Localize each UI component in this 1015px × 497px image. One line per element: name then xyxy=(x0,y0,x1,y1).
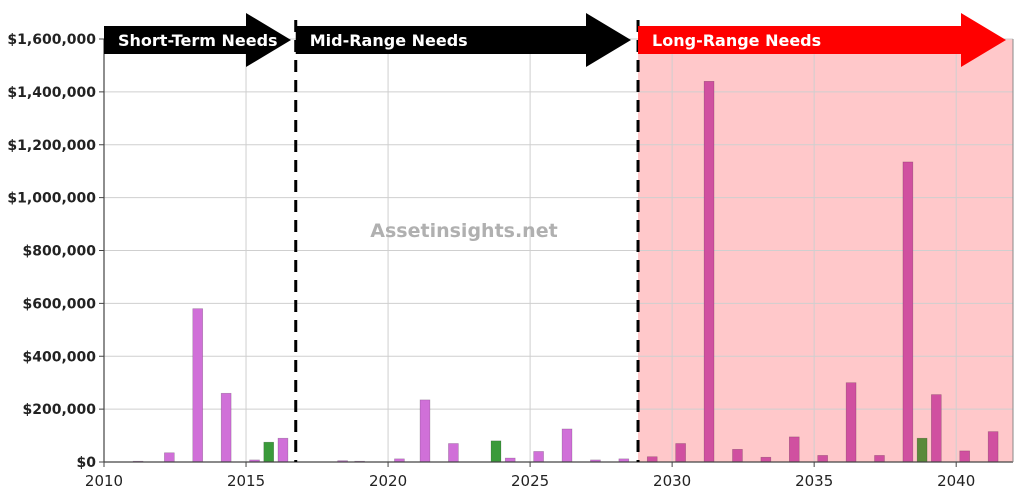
y-tick-label: $1,600,000 xyxy=(7,32,96,48)
x-tick-label: 2025 xyxy=(511,472,549,490)
bar xyxy=(490,440,502,463)
bar xyxy=(817,455,828,463)
bar xyxy=(931,394,942,463)
bar xyxy=(533,451,544,463)
bar xyxy=(845,382,857,463)
bar xyxy=(916,437,928,463)
period-arrow xyxy=(638,13,1006,67)
x-tick-label: 2010 xyxy=(85,472,123,490)
y-tick-label: $1,200,000 xyxy=(7,138,96,154)
bar xyxy=(263,441,275,463)
y-tick-label: $1,000,000 xyxy=(7,191,96,207)
bar xyxy=(789,436,800,463)
y-tick-label: $0 xyxy=(77,455,97,471)
bars-layer xyxy=(132,81,999,463)
period-arrow xyxy=(104,13,291,67)
bar xyxy=(675,443,686,463)
bar xyxy=(959,450,970,463)
bar xyxy=(448,443,459,463)
bar xyxy=(561,428,573,463)
y-tick-label: $1,400,000 xyxy=(7,85,96,101)
bar xyxy=(987,431,999,463)
bar xyxy=(277,437,289,463)
y-tick-label: $400,000 xyxy=(22,349,96,365)
axes-layer: $0 $200,000 $400,000 $600,000 $800,000 $1,000… xyxy=(7,32,1014,490)
bar xyxy=(902,161,914,463)
bar xyxy=(164,452,175,463)
bar xyxy=(874,455,885,463)
dividers-layer xyxy=(294,20,640,462)
period-arrow-label: Mid-Range Needs xyxy=(310,31,468,50)
period-arrows-layer: Short-Term Needs Mid-Range Needs Long-Rang… xyxy=(104,13,1006,67)
bar xyxy=(732,449,743,463)
x-tick-label: 2015 xyxy=(227,472,265,490)
period-arrow xyxy=(295,13,631,67)
y-tick-label: $600,000 xyxy=(22,296,96,312)
bar xyxy=(192,308,204,463)
watermark-layer: Assetinsights.net xyxy=(370,220,557,242)
grid-layer xyxy=(103,38,1013,463)
x-tick-label: 2020 xyxy=(369,472,407,490)
bar xyxy=(646,456,658,463)
y-tick-label: $200,000 xyxy=(22,402,96,418)
period-arrow-label: Short-Term Needs xyxy=(118,31,278,50)
bar xyxy=(419,399,431,463)
x-tick-label: 2040 xyxy=(937,472,975,490)
period-arrow-label: Long-Range Needs xyxy=(652,31,821,50)
watermark-text: Assetinsights.net xyxy=(370,220,557,242)
y-tick-label: $800,000 xyxy=(22,244,96,260)
bar xyxy=(703,81,715,463)
bar xyxy=(220,392,232,463)
x-tick-label: 2030 xyxy=(653,472,691,490)
x-tick-label: 2035 xyxy=(795,472,833,490)
bar xyxy=(760,456,772,463)
